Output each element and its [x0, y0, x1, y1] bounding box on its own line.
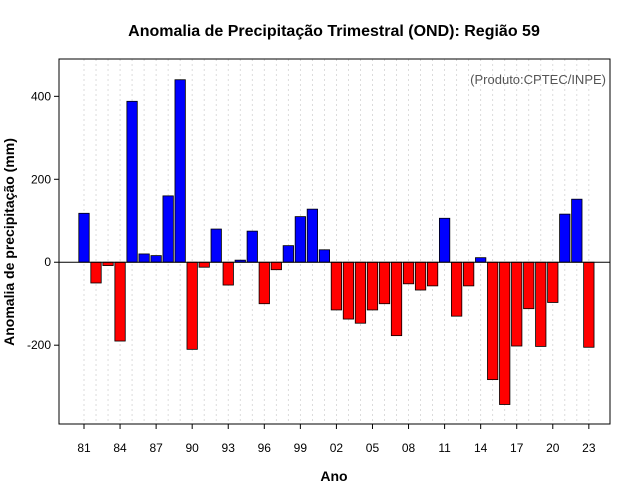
bar-16	[499, 261, 511, 405]
y-tick-label-0: 0	[44, 255, 51, 269]
bar-10	[426, 261, 439, 287]
y-tick-label-200: 200	[31, 172, 51, 186]
chart-title: Anomalia de Precipitação Trimestral (OND…	[128, 23, 540, 40]
bar-23	[583, 261, 595, 348]
x-tick-label-11: 11	[438, 441, 451, 455]
bar-18	[523, 261, 535, 310]
y-tick-label-400: 400	[31, 89, 51, 103]
bar-03	[342, 261, 355, 320]
plot-frame	[58, 58, 611, 425]
x-tick-label-20: 20	[546, 441, 560, 455]
x-tick-label-14: 14	[474, 441, 488, 455]
bar-88	[162, 195, 174, 263]
x-tick-label-87: 87	[149, 441, 163, 455]
bar-93	[222, 261, 234, 286]
bar-19	[535, 261, 547, 347]
bar-11	[438, 217, 451, 263]
x-tick-label-08: 08	[402, 441, 416, 455]
bar-20	[547, 261, 559, 303]
bar-15	[487, 261, 499, 381]
x-tick-label-02: 02	[330, 441, 344, 455]
bar-13	[463, 261, 475, 287]
bar-08	[402, 261, 415, 285]
credit-text: (Produto:CPTEC/INPE)	[470, 72, 606, 87]
bar-90	[186, 261, 198, 350]
x-axis-label: Ano	[320, 468, 347, 484]
bar-96	[258, 261, 270, 305]
bar-91	[198, 261, 210, 268]
bar-09	[414, 261, 427, 291]
bar-82	[90, 261, 102, 284]
x-tick-label-05: 05	[366, 441, 380, 455]
bar-02	[330, 261, 343, 311]
bar-07	[390, 261, 403, 337]
axes: -200 0 200 400 81 84 87 90 93 96 99 02 05 08 11 14 17 20 2…	[27, 89, 610, 455]
bar-81	[78, 212, 90, 263]
bar-12	[451, 261, 463, 317]
x-tick-label-17: 17	[510, 441, 524, 455]
bar-98	[282, 245, 294, 263]
y-axis-label: Anomalia de precipitação (mm)	[1, 138, 17, 346]
x-tick-label-84: 84	[113, 441, 127, 455]
bar-87	[150, 255, 162, 263]
bar-85	[126, 100, 138, 263]
x-tick-label-93: 93	[222, 441, 236, 455]
bar-22	[571, 198, 583, 263]
bar-14	[475, 257, 487, 263]
bars	[78, 79, 595, 405]
grid	[83, 59, 590, 424]
bar-04	[354, 261, 367, 324]
y-tick-label--200: -200	[27, 338, 51, 352]
bar-06	[378, 261, 391, 305]
bar-92	[210, 228, 222, 263]
bar-95	[246, 230, 258, 263]
bar-86	[138, 253, 150, 263]
bar-00	[306, 208, 318, 263]
bar-99	[294, 216, 306, 263]
x-tick-label-90: 90	[186, 441, 200, 455]
bar-17	[511, 261, 523, 347]
x-tick-label-81: 81	[77, 441, 91, 455]
bar-84	[114, 261, 126, 342]
bar-97	[270, 261, 282, 271]
bar-01	[318, 249, 331, 263]
x-tick-label-96: 96	[258, 441, 272, 455]
bar-89	[174, 79, 186, 263]
bar-21	[559, 213, 571, 263]
x-tick-label-23: 23	[582, 441, 596, 455]
bar-05	[366, 261, 379, 311]
x-tick-label-99: 99	[294, 441, 308, 455]
